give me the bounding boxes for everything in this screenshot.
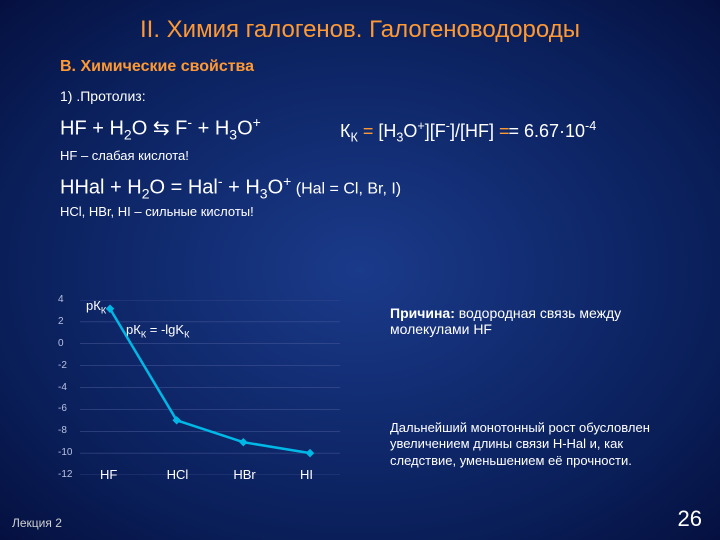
kk-p: + bbox=[417, 119, 424, 133]
eq2-o: O bbox=[268, 177, 284, 199]
eq2-s3: 3 bbox=[260, 186, 268, 202]
eq1-mid: O bbox=[132, 118, 148, 140]
kk-exp: -4 bbox=[585, 119, 596, 133]
page-number: 26 bbox=[678, 506, 702, 532]
eq1-oend: O bbox=[237, 118, 253, 140]
markers bbox=[106, 305, 314, 458]
footer-lecture: Лекция 2 bbox=[12, 516, 62, 530]
kk-val: = 6.67·10 bbox=[508, 121, 585, 141]
y-tick-label: 2 bbox=[58, 316, 64, 327]
y-tick-label: -4 bbox=[58, 382, 67, 393]
eq1-oplus: + bbox=[253, 114, 261, 130]
y-tick-label: 4 bbox=[58, 294, 64, 305]
note-strong-acids: HCl, HBr, HI – сильные кислоты! bbox=[60, 204, 720, 219]
list-item-1: 1) .Протолиз: bbox=[60, 88, 720, 104]
x-tick-label: HI bbox=[300, 467, 313, 482]
plot-svg bbox=[80, 300, 340, 475]
y-tick-label: 0 bbox=[58, 338, 64, 349]
eq1-rhs1: F bbox=[175, 118, 187, 140]
slide-title: II. Химия галогенов. Галогеноводороды bbox=[0, 0, 720, 44]
eq1-sub1: 2 bbox=[124, 127, 132, 143]
eq1-plus: + H bbox=[192, 118, 229, 140]
x-tick-label: HBr bbox=[233, 467, 255, 482]
eq2-lhs: HHal + H bbox=[60, 177, 142, 199]
grid bbox=[80, 300, 340, 475]
y-tick-label: -2 bbox=[58, 360, 67, 371]
kk-label: К bbox=[340, 121, 351, 141]
y-tick-label: -6 bbox=[58, 403, 67, 414]
equilibrium-constant: КК = [H3O+][F-]/[HF] = = 6.67·10-4 bbox=[340, 119, 720, 145]
kk-e3: ][F bbox=[425, 121, 446, 141]
kk-eq1: = bbox=[358, 121, 379, 141]
kk-e1: [H bbox=[378, 121, 396, 141]
eq2-mid: O = Hal bbox=[150, 177, 218, 199]
x-tick-label: HCl bbox=[167, 467, 189, 482]
equation-2: HHal + H2O = Hal- + H3O+ (Hal = Cl, Br, … bbox=[60, 173, 720, 202]
eq1-lhs: HF + H bbox=[60, 118, 124, 140]
section-subtitle: В. Химические свойства bbox=[60, 58, 720, 76]
eq2-paren: (Hal = Cl, Br, I) bbox=[291, 181, 401, 198]
kk-e2: O bbox=[403, 121, 417, 141]
eq2-s2: 2 bbox=[142, 186, 150, 202]
y-tick-label: -8 bbox=[58, 425, 67, 436]
eq2-plus: + H bbox=[223, 177, 260, 199]
kk-e4: ]/[HF] bbox=[450, 121, 494, 141]
reason-text: Причина: водородная связь между молекула… bbox=[390, 305, 680, 337]
reason-label: Причина: bbox=[390, 305, 455, 321]
pk-chart: pКК pКК = -lgKК -12-10-8-6-4-2024HFHClHB… bbox=[30, 300, 360, 510]
note-weak-acid: HF – слабая кислота! bbox=[60, 148, 720, 163]
trend-text: Дальнейший монотонный рост обусловлен ув… bbox=[390, 420, 690, 469]
eq1-arrows: ⇆ bbox=[153, 118, 170, 140]
kk-sub: К bbox=[351, 130, 358, 144]
x-tick-label: HF bbox=[100, 467, 117, 482]
eq1-sub2: 3 bbox=[229, 127, 237, 143]
y-tick-label: -12 bbox=[58, 469, 72, 480]
y-tick-label: -10 bbox=[58, 447, 72, 458]
